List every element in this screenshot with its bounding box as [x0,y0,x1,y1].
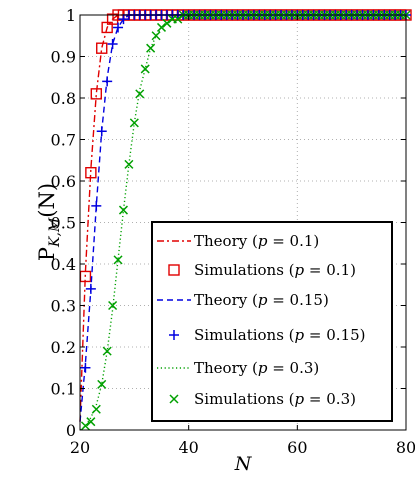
legend-item-simulations-p-0-1: Simulations (p = 0.1) [168,261,356,279]
legend: Theory (p = 0.1) Simulations (p = 0.1) The… [151,221,393,422]
legend-box [151,221,393,422]
data-point [146,43,156,53]
data-point [118,14,129,25]
y-tick-labels: 0 0.1 0.2 0.3 0.4 0.5 0.6 0.7 0.8 0.9 1 [51,6,76,440]
y-tick-label: 1 [66,6,76,25]
legend-label: Simulations (p = 0.1) [194,261,356,279]
data-point [140,64,150,74]
legend-swatch [169,394,179,404]
legend-label: Theory (p = 0.3) [194,359,319,377]
legend-item-simulations-p-0-15: Simulations (p = 0.15) [169,326,366,344]
data-point [102,346,112,356]
data-point [85,283,96,294]
x-tick-label: 80 [396,438,415,457]
legend-item-theory-p-0-1: Theory (p = 0.1) [157,232,319,250]
data-point [85,166,97,179]
legend-label: Simulations (p = 0.3) [194,390,356,408]
data-point [162,18,172,28]
y-axis-title: PK,M(N) [35,183,63,261]
legend-item-theory-p-0-15: Theory (p = 0.15) [157,291,329,309]
series-line [79,14,406,422]
y-tick-label: 0.7 [51,131,76,150]
data-point [80,362,91,373]
data-point [151,31,161,41]
data-point [91,200,102,211]
y-tick-label: 0.8 [51,89,76,108]
y-tick-label: 0.2 [51,338,76,357]
svg-text:PK,M(N): PK,M(N) [35,183,63,261]
y-tick-label: 0.6 [51,172,76,191]
data-point [80,421,90,431]
series-line [79,14,406,431]
data-point [91,404,101,414]
legend-item-simulations-p-0-3: Simulations (p = 0.3) [169,390,356,408]
x-tick-label: 40 [178,438,198,457]
data-point [108,300,118,311]
legend-label: Simulations (p = 0.15) [194,326,366,344]
y-axis-title-arg: (N) [35,183,59,218]
y-tick-label: 0.4 [51,255,76,274]
data-point [107,39,118,50]
data-point [129,118,139,128]
series-theory-p-0-3 [79,14,406,431]
data-point [96,126,107,137]
y-axis-title-main: P [35,247,59,261]
data-point [86,417,96,427]
y-tick-label: 0.1 [51,380,76,399]
data-point [118,205,128,215]
y-tick-label: 0.3 [51,297,76,316]
series-theory-p-0-15 [79,14,406,422]
x-tick-label: 60 [287,438,307,457]
data-point [113,255,123,265]
data-point [97,379,107,389]
y-axis-title-sub: K,M [47,217,63,248]
data-point [102,76,113,87]
data-point [173,14,183,24]
data-point [113,22,124,33]
data-point [96,42,108,54]
data-point [135,89,145,99]
y-tick-label: 0.9 [51,48,76,67]
x-tick-labels: 20 40 60 80 [70,438,415,457]
legend-item-theory-p-0-3: Theory (p = 0.3) [157,359,319,377]
data-point [90,88,103,100]
y-tick-label: 0.5 [51,214,76,233]
x-tick-label: 20 [70,438,90,457]
legend-swatch [169,330,179,340]
x-axis-title: N [234,453,253,475]
legend-swatch [168,264,180,276]
legend-label: Theory (p = 0.1) [194,232,319,250]
y-tick-label: 0 [66,421,76,440]
data-point [156,22,167,32]
data-point [124,159,134,169]
legend-label: Theory (p = 0.15) [194,291,329,309]
axis-ticks [79,14,407,431]
